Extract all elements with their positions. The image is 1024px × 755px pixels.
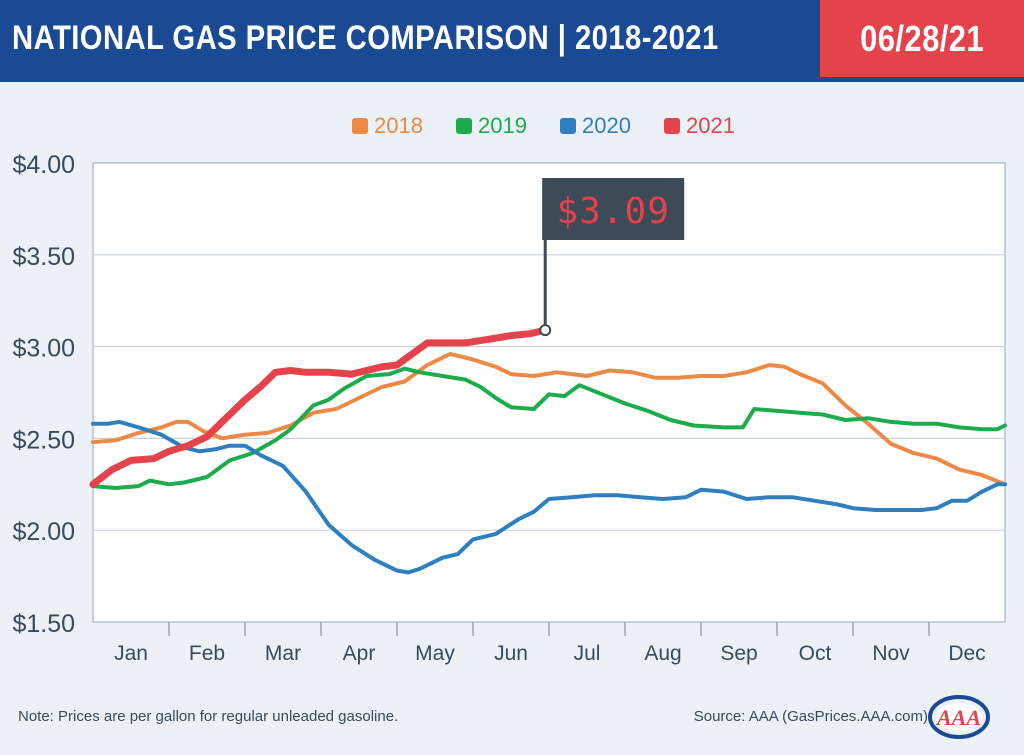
legend-label-2020: 2020 — [582, 113, 631, 138]
x-tick-label: Dec — [948, 642, 985, 665]
source-credit: Source: AAA (GasPrices.AAA.com) — [693, 708, 928, 725]
header-bar: NATIONAL GAS PRICE COMPARISON | 2018-202… — [0, 0, 1024, 77]
title-banner: NATIONAL GAS PRICE COMPARISON | 2018-202… — [0, 0, 820, 77]
x-tick-label: Jul — [574, 642, 601, 665]
legend-swatch-2021 — [664, 118, 680, 134]
header-stripe — [0, 77, 1024, 82]
chart-date: 06/28/21 — [860, 17, 984, 59]
y-tick-label: $3.00 — [12, 335, 75, 363]
x-tick-label: May — [415, 642, 455, 665]
x-tick-label: Oct — [799, 642, 832, 665]
legend-label-2018: 2018 — [374, 113, 423, 138]
date-banner: 06/28/21 — [820, 0, 1024, 77]
legend-label-2021: 2021 — [686, 113, 735, 138]
x-tick-label: Jun — [494, 642, 528, 665]
chart-title: NATIONAL GAS PRICE COMPARISON | 2018-202… — [12, 19, 719, 57]
y-tick-label: $2.00 — [12, 518, 75, 546]
x-tick-label: Aug — [644, 642, 681, 665]
y-tick-label: $2.50 — [12, 426, 75, 454]
y-tick-label: $3.50 — [12, 243, 75, 271]
series-line-2021 — [89, 326, 549, 488]
legend-swatch-2018 — [352, 118, 368, 134]
legend-swatch-2019 — [456, 118, 472, 134]
footnote: Note: Prices are per gallon for regular … — [18, 708, 399, 725]
x-tick-label: Feb — [189, 642, 225, 665]
x-tick-label: Apr — [343, 642, 376, 665]
aaa-logo: AAA — [928, 694, 990, 745]
x-tick-label: Mar — [265, 642, 301, 665]
series-line-2018 — [91, 351, 1007, 487]
y-tick-label: $1.50 — [12, 610, 75, 638]
svg-text:AAA: AAA — [935, 705, 981, 730]
callout-value: $3.09 — [557, 191, 670, 232]
legend-swatch-2020 — [560, 118, 576, 134]
y-tick-label: $4.00 — [12, 151, 75, 179]
x-tick-label: Sep — [720, 642, 757, 665]
legend-label-2019: 2019 — [478, 113, 527, 138]
x-tick-label: Jan — [114, 642, 148, 665]
callout-box — [542, 178, 685, 240]
x-tick-label: Nov — [872, 642, 910, 665]
callout-marker — [539, 324, 552, 337]
series-line-2020 — [91, 419, 1007, 575]
series-line-2019 — [91, 366, 1007, 490]
